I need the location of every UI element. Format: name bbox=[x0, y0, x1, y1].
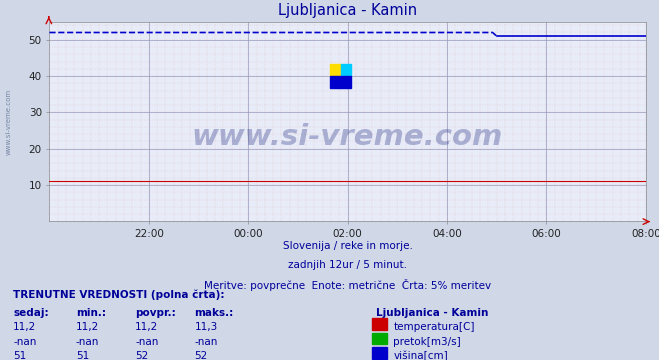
Text: www.si-vreme.com: www.si-vreme.com bbox=[5, 89, 12, 154]
Text: Slovenija / reke in morje.: Slovenija / reke in morje. bbox=[283, 241, 413, 251]
Text: 51: 51 bbox=[13, 351, 26, 360]
Text: 51: 51 bbox=[76, 351, 89, 360]
Text: sedaj:: sedaj: bbox=[13, 308, 49, 318]
Title: Ljubljanica - Kamin: Ljubljanica - Kamin bbox=[278, 3, 417, 18]
Text: maks.:: maks.: bbox=[194, 308, 234, 318]
Text: 11,3: 11,3 bbox=[194, 322, 217, 332]
Bar bbox=[341, 64, 351, 76]
Text: Ljubljanica - Kamin: Ljubljanica - Kamin bbox=[376, 308, 488, 318]
Text: povpr.:: povpr.: bbox=[135, 308, 176, 318]
Text: Meritve: povprečne  Enote: metrične  Črta: 5% meritev: Meritve: povprečne Enote: metrične Črta:… bbox=[204, 279, 491, 291]
Text: www.si-vreme.com: www.si-vreme.com bbox=[192, 123, 503, 152]
Bar bbox=[330, 64, 341, 76]
Text: -nan: -nan bbox=[13, 337, 36, 347]
Text: 52: 52 bbox=[135, 351, 148, 360]
Text: min.:: min.: bbox=[76, 308, 106, 318]
Text: pretok[m3/s]: pretok[m3/s] bbox=[393, 337, 461, 347]
Text: 11,2: 11,2 bbox=[76, 322, 99, 332]
Text: 52: 52 bbox=[194, 351, 208, 360]
Text: temperatura[C]: temperatura[C] bbox=[393, 322, 475, 332]
Text: -nan: -nan bbox=[194, 337, 217, 347]
Text: višina[cm]: višina[cm] bbox=[393, 351, 448, 360]
Text: 11,2: 11,2 bbox=[135, 322, 158, 332]
Text: -nan: -nan bbox=[135, 337, 158, 347]
Bar bbox=[330, 76, 351, 87]
Text: -nan: -nan bbox=[76, 337, 99, 347]
Text: 11,2: 11,2 bbox=[13, 322, 36, 332]
Text: zadnjih 12ur / 5 minut.: zadnjih 12ur / 5 minut. bbox=[288, 260, 407, 270]
Text: TRENUTNE VREDNOSTI (polna črta):: TRENUTNE VREDNOSTI (polna črta): bbox=[13, 290, 225, 300]
